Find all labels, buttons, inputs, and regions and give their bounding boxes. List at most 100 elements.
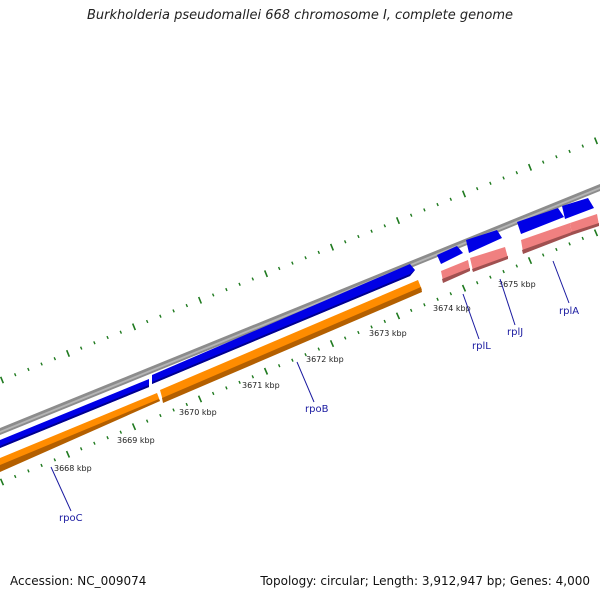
tick-mark (489, 275, 492, 279)
tick-mark (27, 367, 30, 372)
tick-mark (197, 296, 203, 304)
tick-mark (475, 187, 479, 191)
tick-mark (131, 323, 137, 331)
tick-mark (461, 284, 467, 292)
tick-mark (172, 309, 175, 313)
kbp-label: 3670 kbp (179, 408, 217, 417)
tick-mark (475, 281, 479, 285)
tick-mark (13, 373, 17, 377)
tick-mark (527, 163, 533, 171)
tick-mark (515, 171, 519, 175)
outer-tick-marks (0, 137, 599, 384)
tick-mark (119, 430, 123, 434)
tick-mark (357, 330, 360, 335)
tick-mark (515, 264, 519, 268)
tick-mark (489, 181, 492, 185)
tick-mark (131, 423, 137, 431)
tick-mark (145, 319, 149, 324)
tick-mark (395, 312, 401, 320)
tick-mark (329, 339, 335, 348)
gene-label-rpoC: rpoC (59, 513, 83, 524)
tick-mark (211, 293, 215, 297)
tick-mark (343, 336, 347, 340)
tick-mark (197, 395, 203, 403)
tick-mark (251, 277, 255, 281)
cds-reverse-pink-3 (521, 223, 572, 252)
cds-reverse-orange-a-shade (0, 399, 160, 472)
tick-mark (65, 450, 71, 458)
cds-reverse-pink-4-shade (571, 223, 599, 235)
tick-mark (185, 402, 189, 407)
gene-leader-line (296, 361, 315, 403)
kbp-label: 3672 kbp (306, 355, 344, 364)
cds-forward-rpoC-shade (0, 385, 149, 448)
reverse-cds-track (0, 214, 599, 472)
kbp-label: 3674 kbp (433, 304, 471, 313)
cds-reverse-pink-1-shade (442, 268, 470, 283)
kbp-label: 3671 kbp (242, 381, 280, 390)
tick-mark (449, 292, 453, 296)
tick-mark (423, 208, 426, 212)
gene-label-rplA: rplA (559, 306, 579, 317)
tick-mark (436, 202, 439, 207)
cds-reverse-pink-2-shade (472, 256, 508, 272)
tick-mark (409, 213, 413, 217)
tick-mark (317, 250, 321, 255)
cds-forward-rpoB-shade (152, 270, 415, 384)
kbp-label: 3668 kbp (54, 464, 92, 473)
tick-mark (13, 474, 17, 479)
tick-mark (211, 391, 215, 396)
tick-mark (0, 376, 5, 384)
tick-mark (145, 419, 149, 423)
tick-mark (449, 197, 453, 201)
gene-leader-line (50, 466, 72, 512)
tick-mark (304, 353, 307, 357)
gene-label-rplJ: rplJ (507, 327, 523, 338)
cds-reverse-pink-4 (570, 214, 599, 234)
genome-summary-text: Topology: circular; Length: 3,912,947 bp… (260, 574, 590, 588)
tick-mark (461, 190, 467, 198)
tick-mark (541, 253, 545, 257)
tick-mark (555, 247, 558, 252)
tick-mark (27, 469, 30, 473)
tick-mark (383, 224, 387, 228)
tick-mark (93, 341, 96, 345)
cds-forward-rplK (562, 198, 594, 219)
tick-mark (263, 367, 269, 375)
tick-mark (40, 463, 43, 468)
gene-leader-line (462, 293, 480, 340)
cds-forward-rpoB (152, 264, 415, 384)
cds-forward-rplJ (466, 230, 502, 253)
tick-mark (225, 287, 228, 292)
tick-mark (159, 314, 162, 318)
tick-mark (65, 349, 71, 357)
gene-label-rplL: rplL (472, 341, 491, 352)
tick-mark (251, 375, 255, 379)
cds-forward-rplA (517, 208, 564, 234)
tick-mark (93, 441, 96, 445)
tick-mark (568, 242, 571, 246)
tick-mark (581, 236, 585, 241)
tick-mark (79, 346, 83, 350)
gene-leader-line (552, 260, 570, 304)
tick-mark (40, 362, 43, 366)
tick-mark (409, 308, 413, 312)
inner-tick-marks (0, 229, 599, 486)
tick-mark (527, 256, 533, 265)
tick-mark (593, 229, 599, 237)
tick-mark (593, 137, 599, 145)
tick-mark (329, 243, 335, 251)
tick-mark (106, 335, 109, 340)
tick-mark (238, 282, 241, 286)
cds-forward-rplL (437, 246, 463, 264)
tick-mark (119, 330, 123, 334)
tick-mark (343, 240, 347, 244)
tick-mark (370, 229, 373, 233)
gene-label-rpoB: rpoB (305, 404, 329, 415)
tick-mark (185, 303, 189, 308)
tick-mark (277, 364, 281, 368)
map-title: Burkholderia pseudomallei 668 chromosome… (86, 8, 514, 23)
kbp-label: 3669 kbp (117, 436, 155, 445)
tick-mark (277, 266, 281, 271)
